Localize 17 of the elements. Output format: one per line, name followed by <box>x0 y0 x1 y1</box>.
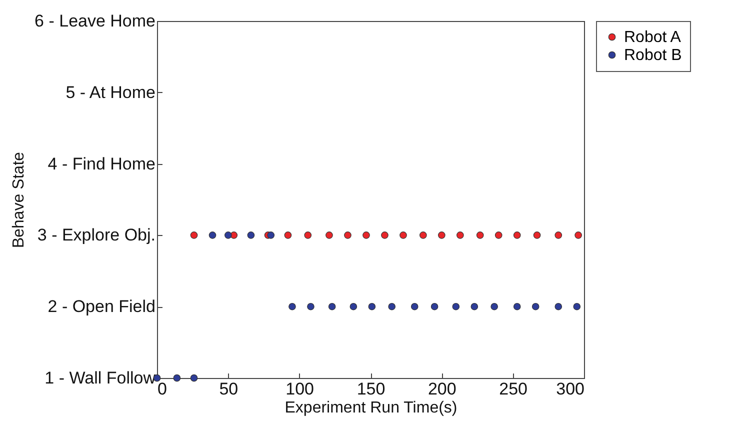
x-tick-label: 150 <box>356 380 386 398</box>
x-tick-label: 100 <box>286 380 314 398</box>
y-tick-label: 2 - Open Field <box>48 297 156 316</box>
legend-label: Robot A <box>624 29 682 46</box>
x-tick-label: 0 <box>158 380 167 398</box>
x-tick-label: 300 <box>556 380 584 398</box>
x-tick-label: 50 <box>219 380 238 398</box>
y-tick-label: 6 - Leave Home <box>34 12 156 30</box>
legend-label: Robot B <box>624 47 682 64</box>
y-tick-label: 1 - Wall Follow <box>44 368 156 388</box>
y-axis-title: Behave State <box>10 152 28 248</box>
x-tick-label: 250 <box>499 380 528 398</box>
y-tick-label: 3 - Explore Obj. <box>37 226 156 245</box>
x-axis-title: Experiment Run Time(s) <box>284 400 458 416</box>
y-tick-label: 5 - At Home <box>66 82 156 102</box>
x-tick-label: 200 <box>428 380 456 398</box>
y-tick-label: 4 - Find Home <box>48 154 156 174</box>
